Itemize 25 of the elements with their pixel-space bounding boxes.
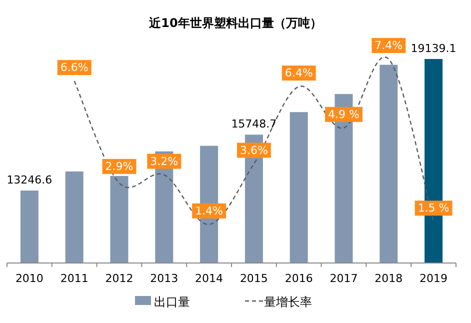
x-tick-label: 2014 xyxy=(195,272,224,285)
x-tick-label: 2015 xyxy=(240,272,268,285)
x-tick-label: 2013 xyxy=(150,272,178,285)
data-label: 6.6% xyxy=(60,61,88,74)
data-label: 15748.7 xyxy=(231,118,277,131)
x-tick-label: 2016 xyxy=(284,272,313,285)
data-label: 2.9% xyxy=(105,160,134,173)
data-label: 3.6% xyxy=(240,144,268,157)
x-tick-label: 2019 xyxy=(420,272,448,285)
data-label: 6.4% xyxy=(284,66,313,80)
x-tick-label: 2018 xyxy=(374,272,403,285)
legend-label: 出口量 xyxy=(154,295,190,309)
data-label: 19139.1 xyxy=(410,42,456,55)
data-label: 4.9 % xyxy=(328,108,360,121)
data-label: 1.4% xyxy=(195,204,224,218)
data-label: 1.5 % xyxy=(418,202,450,215)
x-tick-label: 2017 xyxy=(330,272,358,285)
data-label: 7.4% xyxy=(374,39,403,52)
data-label: 3.2% xyxy=(150,154,178,168)
data-label: 13246.6 xyxy=(6,174,52,187)
legend-label: 量增长率 xyxy=(264,295,312,309)
x-tick-label: 2011 xyxy=(60,272,88,285)
x-tick-label: 2012 xyxy=(105,272,134,285)
chart-title: 近10年世界塑料出口量（万吨） xyxy=(148,16,322,30)
x-tick-label: 2010 xyxy=(15,272,44,285)
